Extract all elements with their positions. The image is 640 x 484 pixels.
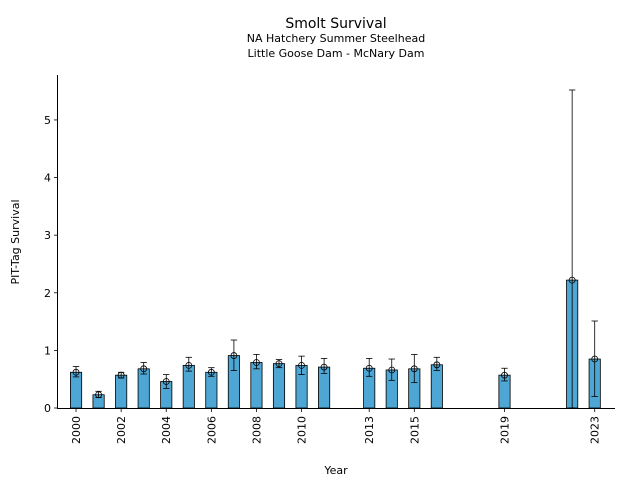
y-tick-label-4: 4 [44, 172, 51, 185]
bar-2002 [115, 374, 128, 409]
chart-subtitle-line-1: NA Hatchery Summer Steelhead [247, 32, 425, 45]
x-tick-label-2004: 2004 [160, 416, 173, 444]
point-marker-2003 [140, 365, 148, 373]
x-tick-label-2019: 2019 [499, 416, 512, 444]
point-marker-2001 [95, 391, 102, 399]
point-marker-2013 [365, 364, 373, 372]
x-tick-label-2008: 2008 [250, 416, 263, 444]
chart-title: Smolt Survival [285, 16, 386, 32]
point-marker-2023 [591, 355, 599, 363]
point-marker-2016 [433, 361, 441, 369]
x-tick-label-2013: 2013 [363, 416, 376, 444]
x-ticks: 2000 2002 2004 2006 2008 2010 2013 2015 2019 2023 [70, 408, 602, 444]
point-marker-2007 [230, 352, 238, 359]
point-marker-2014 [388, 366, 396, 374]
point-marker-2006 [207, 368, 215, 376]
x-tick-label-2000: 2000 [70, 416, 83, 444]
x-tick-label-2006: 2006 [205, 416, 218, 444]
y-tick-label-2: 2 [44, 287, 51, 300]
x-tick-label-2023: 2023 [589, 416, 602, 444]
point-marker-2008 [253, 359, 260, 366]
x-tick-label-2002: 2002 [115, 416, 128, 444]
bar-2016 [430, 364, 443, 409]
y-ticks: 0 1 2 3 4 5 [44, 114, 58, 415]
x-tick-label-2015: 2015 [408, 416, 421, 444]
x-axis-label: Year [323, 464, 348, 477]
point-marker-2004 [162, 378, 170, 385]
y-tick-label-3: 3 [44, 229, 51, 242]
bar-2009 [272, 363, 286, 409]
bar-2003 [137, 368, 150, 409]
point-marker-2019 [501, 371, 508, 379]
bar-2005 [182, 364, 195, 409]
chart-subtitle-line-2: Little Goose Dam - McNary Dam [248, 47, 425, 60]
bar-2000 [70, 371, 83, 409]
y-tick-label-1: 1 [44, 344, 51, 357]
point-marker-2005 [185, 361, 193, 369]
plot-area [70, 89, 601, 409]
y-axis-label: PIT-Tag Survival [9, 199, 22, 284]
bar-2006 [205, 371, 218, 409]
y-tick-label-0: 0 [44, 402, 51, 415]
point-marker-2010 [298, 361, 305, 369]
point-marker-2015 [410, 365, 418, 373]
bar-2008 [250, 362, 263, 409]
y-tick-label-5: 5 [44, 114, 51, 127]
point-marker-2000 [72, 368, 80, 376]
point-marker-2011 [320, 363, 328, 371]
x-tick-label-2010: 2010 [296, 416, 309, 444]
point-marker-2009 [275, 360, 283, 368]
point-marker-2022 [568, 276, 576, 284]
point-marker-2002 [117, 371, 125, 379]
